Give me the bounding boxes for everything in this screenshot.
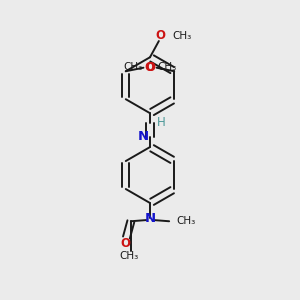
Text: CH₃: CH₃ bbox=[172, 31, 191, 41]
Text: CH₃: CH₃ bbox=[120, 251, 139, 261]
Text: O: O bbox=[146, 61, 156, 74]
Text: N: N bbox=[138, 130, 149, 143]
Text: CH₃: CH₃ bbox=[176, 216, 196, 226]
Text: N: N bbox=[144, 212, 156, 225]
Text: CH₃: CH₃ bbox=[158, 62, 177, 72]
Text: O: O bbox=[155, 29, 165, 42]
Text: CH₃: CH₃ bbox=[123, 62, 142, 72]
Text: O: O bbox=[120, 237, 130, 250]
Text: H: H bbox=[157, 116, 166, 129]
Text: O: O bbox=[144, 61, 154, 74]
